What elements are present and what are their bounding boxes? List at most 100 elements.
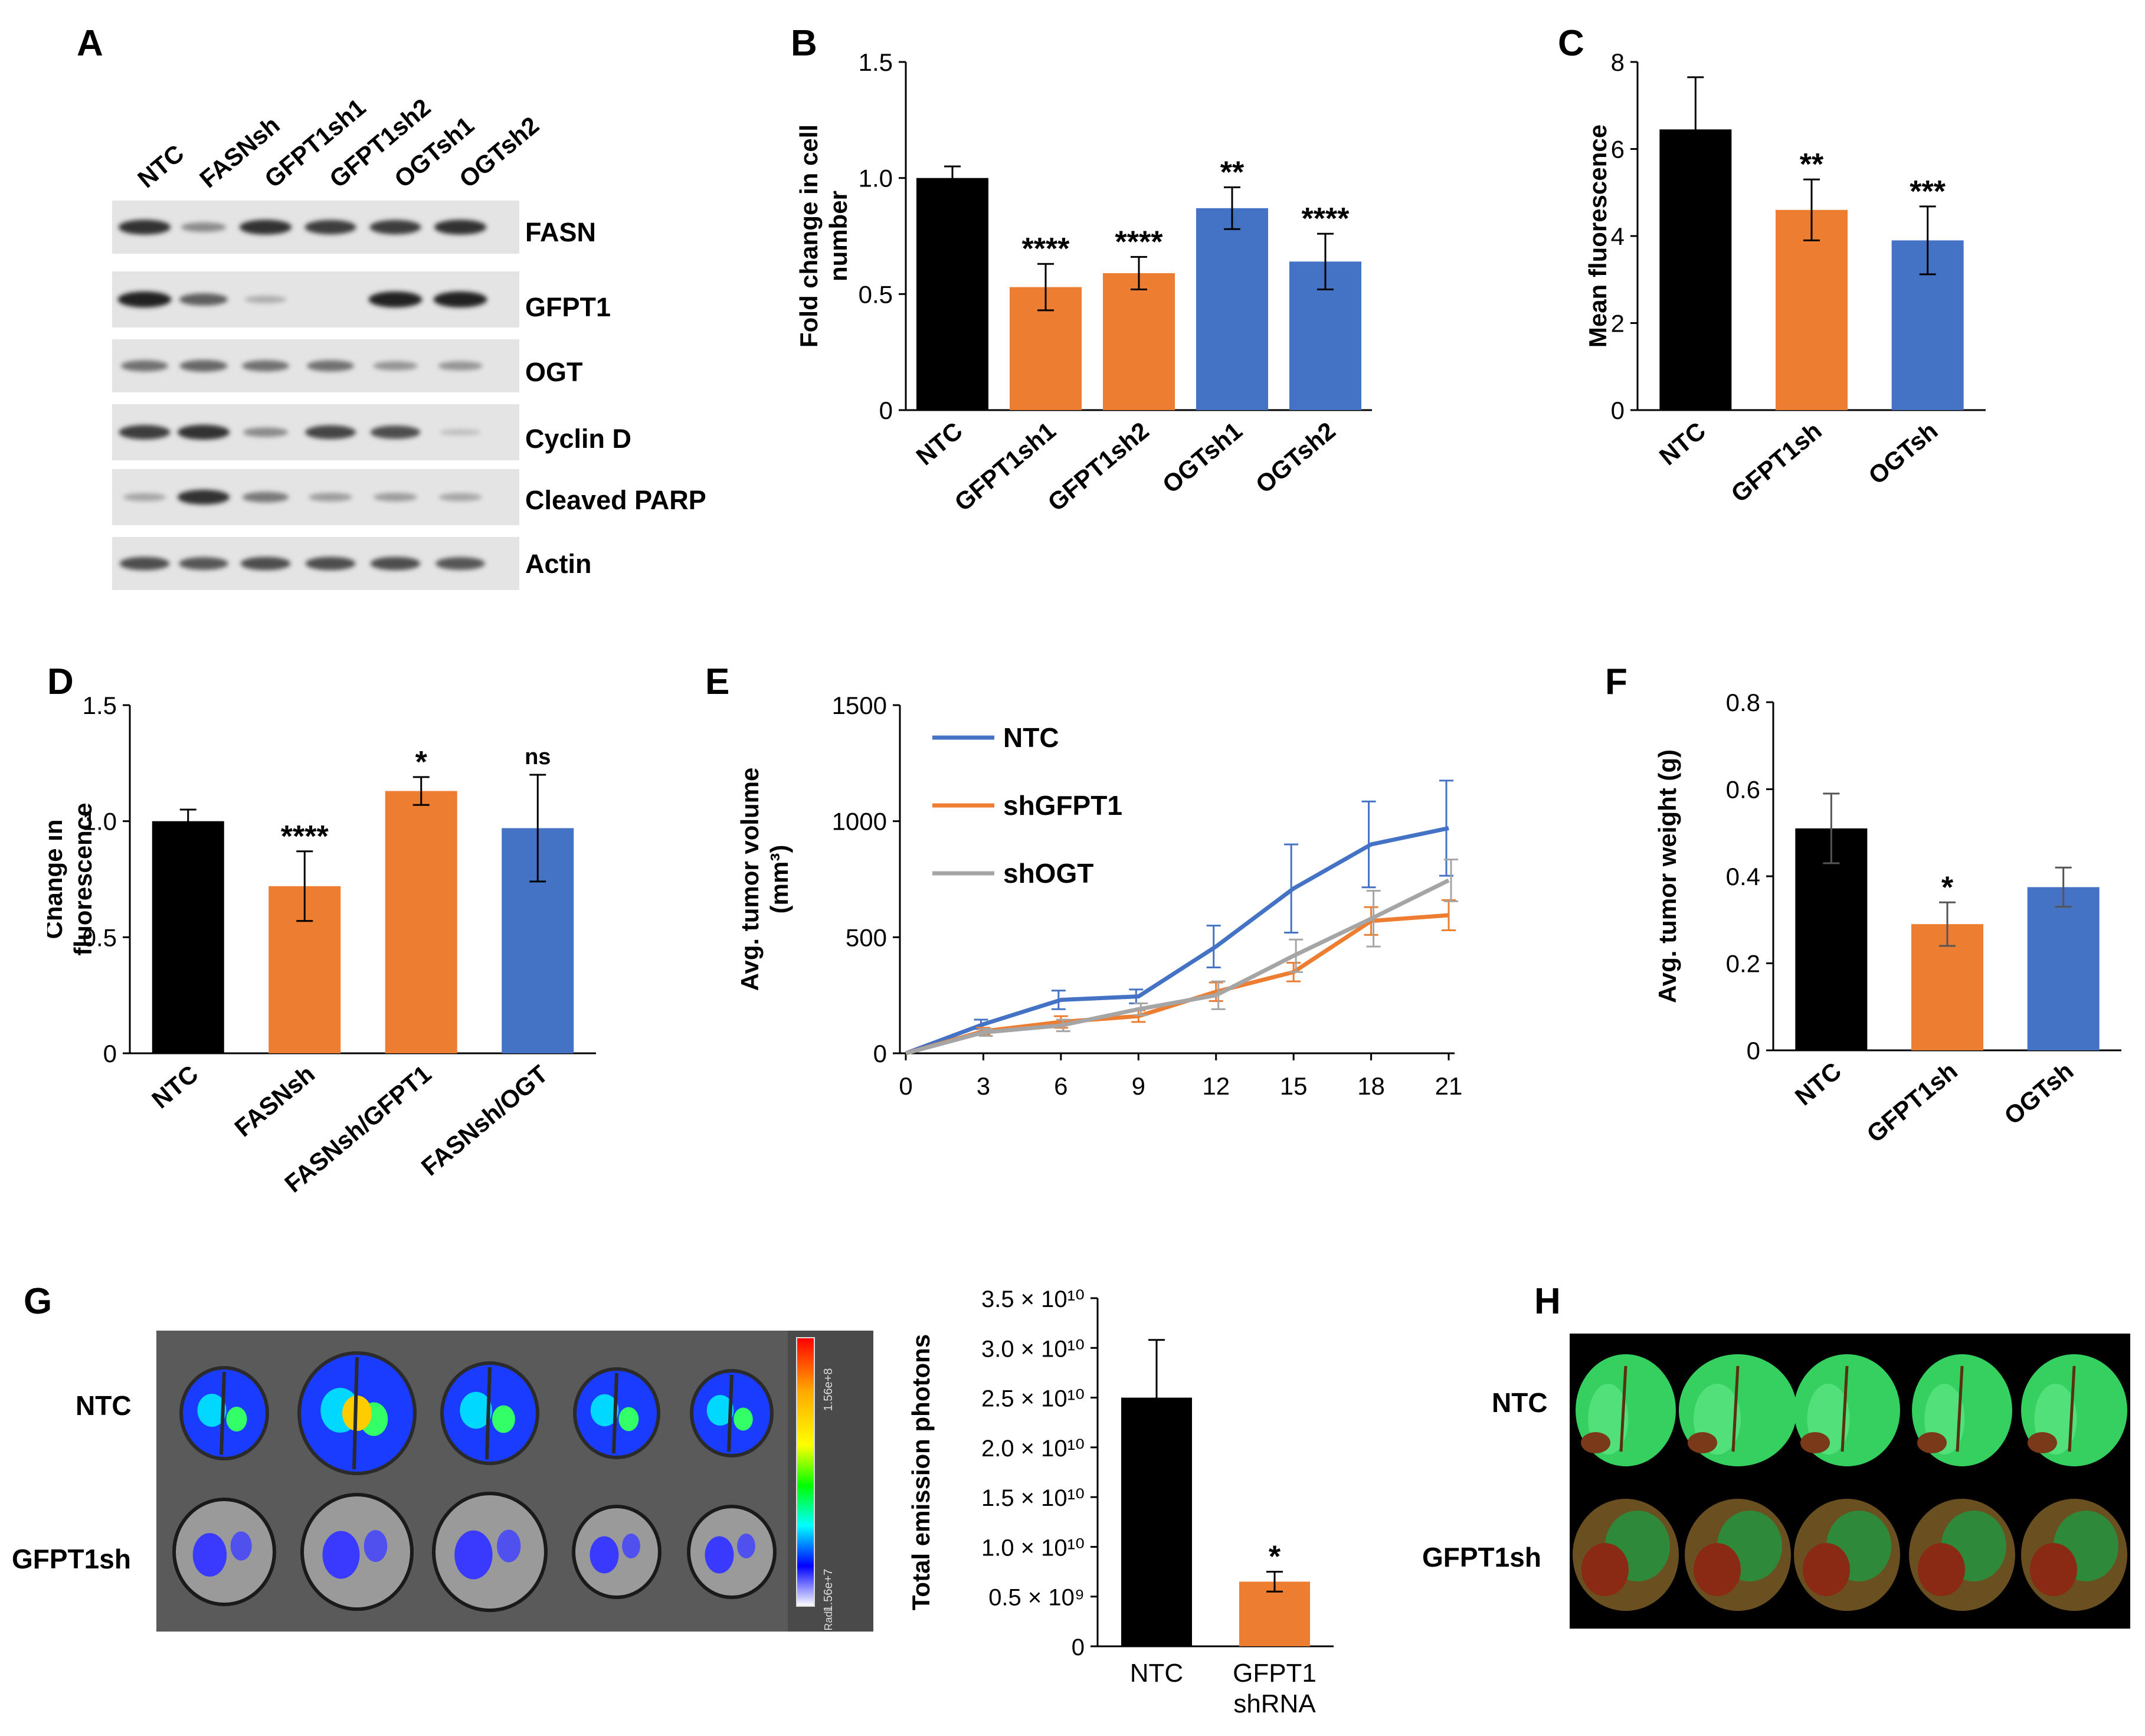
blot-band [438,493,482,502]
y-tick-label: 1.0 × 10¹⁰ [981,1535,1085,1561]
chart-total-emission: 0 0.5 × 10⁹ 1.0 × 10¹⁰ 1.5 × 10¹⁰ 2.0 × 10¹⁰… [907,1286,1334,1718]
y-tick-label: 3.5 × 10¹⁰ [981,1286,1085,1312]
y-tick-label: 1500 [832,692,887,719]
significance-label: ** [1220,155,1245,189]
x-tick-label: GFPT1sh1 [949,417,1060,517]
y-tick-label: 0 [103,1040,117,1067]
lung-row-label-gfpt1sh: GFPT1sh [1422,1542,1541,1573]
significance-label: * [415,745,428,779]
blot-band [118,220,171,235]
blot-row-label: OGT [525,357,583,387]
bar [2027,887,2100,1050]
hemorrhage-spot [1581,1432,1610,1453]
significance-label: **** [281,820,329,854]
legend-label: shGFPT1 [1003,790,1122,821]
imaging-row-label-ntc: NTC [76,1390,132,1421]
signal-blue [496,1529,521,1563]
y-tick-label: 6 [1611,136,1625,163]
blot-band [177,489,230,505]
x-tick-label: NTC [146,1060,203,1113]
panel-letter-h: H [1534,1281,1561,1322]
x-tick-label: 0 [899,1072,912,1100]
color-scale-max: 1.56e+8 [822,1368,835,1411]
blot-band [304,220,356,235]
blot-band [179,557,228,570]
signal-cyan [590,1394,619,1427]
x-tick-label: NTC [1790,1057,1846,1111]
y-tick-label: 1.0 [83,808,117,836]
x-tick-label: NTC [1654,417,1711,470]
y-tick-label: 0.4 [1726,863,1760,890]
chart-mean-fluorescence: 0 2 4 6 8 Mean fluorescence NTC ** GFPT1sh *** OGT… [1584,48,1986,507]
legend-label: NTC [1003,722,1059,753]
significance-label: * [1269,1540,1281,1574]
lung-red-area [2030,1543,2077,1596]
hemorrhage-spot [1917,1432,1947,1453]
blot-band [117,291,172,308]
y-tick-label: 0.5 × 10⁹ [988,1585,1085,1611]
blot-band [181,222,227,232]
y-tick-label: 2.5 × 10¹⁰ [981,1386,1085,1412]
legend-label: shOGT [1003,858,1093,889]
blot-band [438,361,483,371]
blot-band [309,493,352,502]
y-tick-label: 2 [1611,310,1625,338]
x-tick-label: OGTsh [1863,417,1943,490]
blot-band [179,360,228,372]
blot-row-label: Actin [525,549,592,579]
x-tick-label: shRNA [1233,1689,1316,1718]
blot-band [433,291,487,308]
significance-label: **** [1302,202,1350,236]
signal-blue [622,1534,640,1558]
y-tick-label: 0.8 [1726,689,1760,716]
blot-row-label: Cleaved PARP [525,485,706,515]
signal-blue [737,1534,755,1558]
bar [1776,209,1848,410]
signal-cyan [197,1394,227,1427]
bar [916,178,988,410]
y-tick-label: 500 [846,923,887,951]
x-tick-label: FASNsh/OGT [416,1060,553,1181]
y-axis-title: Mean fluorescence [1584,125,1612,348]
lung-divider [352,1357,359,1470]
y-tick-label: 0.5 [83,923,117,951]
y-tick-label: 0 [1747,1037,1760,1064]
lung-fissure [2068,1365,2076,1452]
blot-band [370,556,421,571]
y-tick-label: 1000 [832,808,887,836]
signal-blue [454,1530,493,1580]
blot-band [179,293,228,306]
bar [152,821,224,1053]
x-tick-label: NTC [911,417,967,470]
y-tick-label: 3.0 × 10¹⁰ [981,1336,1085,1362]
y-tick-label: 2.0 × 10¹⁰ [981,1436,1085,1462]
lung-red-area [1918,1543,1965,1596]
color-scale-unit: Radi [823,1609,834,1630]
y-axis-title: Change influorescence [47,803,97,955]
x-tick-label: 12 [1202,1072,1230,1100]
signal-blue [322,1531,360,1579]
y-tick-label: 0.2 [1726,950,1760,978]
blot-band [434,220,487,235]
lung-fluorescence-image [1570,1334,2130,1629]
signal-green [226,1407,247,1432]
x-tick-label: OGTsh2 [1250,417,1341,499]
y-tick-label: 0 [873,1040,887,1067]
y-axis-title: Total emission photons [907,1334,935,1610]
blot-band [240,556,291,571]
hemorrhage-spot [1800,1432,1830,1453]
x-tick-label: 9 [1132,1072,1145,1100]
bar [385,791,457,1053]
y-axis-title: Avg. tumor weight (g) [1653,749,1681,1003]
blot-band [121,360,168,372]
x-tick-label: 21 [1435,1072,1463,1100]
x-tick-label: OGTsh [1999,1057,2078,1130]
lung-fissure [1619,1365,1627,1452]
lung-divider [220,1371,226,1455]
y-tick-label: 0.5 [859,280,893,308]
lung-red-area [1581,1543,1629,1596]
signal-blue [363,1530,388,1562]
x-tick-label: 18 [1357,1072,1385,1100]
blot-strips [112,201,519,590]
